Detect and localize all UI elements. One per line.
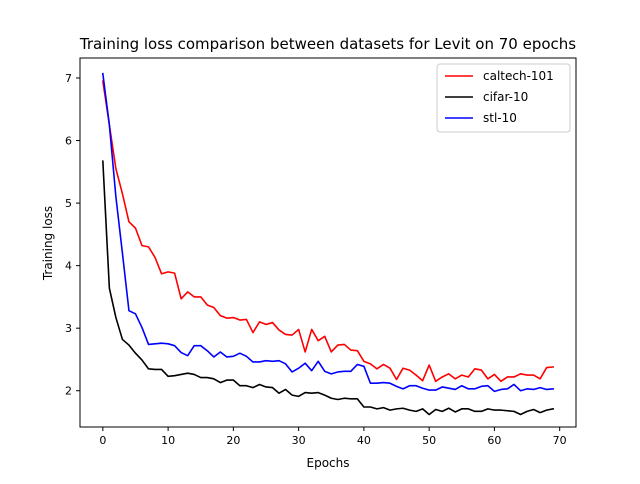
y-tick-label: 3	[65, 322, 72, 335]
x-tick-label: 0	[99, 434, 106, 447]
legend-label-stl-10: stl-10	[483, 111, 517, 125]
y-tick-label: 6	[65, 135, 72, 148]
plot-frame	[79, 57, 577, 428]
y-tick-label: 5	[65, 197, 72, 210]
series-line-caltech-101	[101, 80, 555, 383]
series-line-stl-10	[101, 72, 555, 393]
y-axis-label: Training loss	[41, 206, 55, 281]
chart-legend: caltech-101 cifar-10 stl-10	[436, 63, 571, 133]
legend-label-cifar-10: cifar-10	[483, 90, 528, 104]
y-tick-label: 4	[65, 260, 72, 273]
y-tick-label: 2	[65, 385, 72, 398]
x-tick-label: 60	[487, 434, 501, 447]
x-tick-label: 40	[357, 434, 371, 447]
x-tick-label: 10	[161, 434, 175, 447]
x-tick-label: 50	[422, 434, 436, 447]
x-tick-label: 30	[292, 434, 306, 447]
legend-box	[436, 63, 571, 133]
legend-label-caltech-101: caltech-101	[483, 69, 554, 83]
series-line-cifar-10	[101, 160, 555, 416]
chart-title: Training loss comparison between dataset…	[79, 35, 576, 53]
y-tick-label: 7	[65, 72, 72, 85]
x-tick-label: 70	[553, 434, 567, 447]
plot-area: 0 10 20 30 40 50 60 70 2 3 4 5 6 7	[65, 57, 577, 447]
x-tick-label: 20	[226, 434, 240, 447]
x-axis-label: Epochs	[307, 456, 350, 470]
